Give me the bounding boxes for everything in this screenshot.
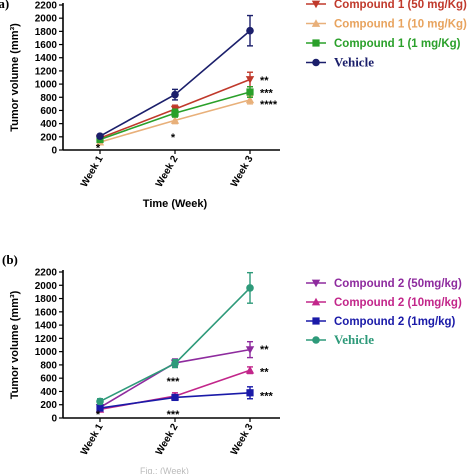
y-tick-label-0: 2200 bbox=[35, 1, 58, 12]
significance-label-1-5: * bbox=[96, 409, 101, 421]
x-tick-label-0: Week 2 bbox=[154, 154, 181, 190]
data-point-1-0 bbox=[245, 346, 255, 354]
legend-marker-1-2 bbox=[312, 317, 320, 325]
significance-label-1-3: *** bbox=[167, 376, 181, 388]
significance-label-0-1: *** bbox=[260, 88, 274, 100]
significance-label-0-3: * bbox=[171, 132, 176, 144]
panel-b-label: (b) bbox=[2, 252, 18, 267]
data-point-0-3 bbox=[171, 90, 179, 99]
data-point-1-2 bbox=[171, 393, 179, 402]
y-tick-label-1: 400 bbox=[40, 387, 57, 398]
legend-marker-0-3 bbox=[312, 58, 320, 67]
legend-label-0-0: Compound 1 (50 mg/Kg) bbox=[334, 0, 467, 11]
significance-label-0-0: ** bbox=[260, 75, 269, 87]
data-point-1-2 bbox=[96, 404, 104, 412]
data-point-0-1 bbox=[170, 116, 180, 124]
legend-label-0-3: Vehicle bbox=[334, 55, 374, 70]
significance-label-1-4: *** bbox=[167, 409, 181, 421]
data-point-1-3 bbox=[246, 284, 254, 292]
data-point-1-2 bbox=[246, 389, 254, 397]
y-tick-label-0: 1800 bbox=[35, 27, 58, 38]
y-tick-label-0: 200 bbox=[40, 132, 57, 143]
legend-marker-0-0 bbox=[311, 0, 321, 9]
y-axis-title-0: Tumor volume (mm³) bbox=[9, 23, 21, 132]
y-tick-label-0: 2000 bbox=[35, 14, 58, 25]
significance-label-1-2: *** bbox=[260, 390, 274, 402]
y-tick-label-1: 1000 bbox=[35, 347, 58, 358]
data-point-0-3 bbox=[96, 132, 104, 140]
legend-marker-1-3 bbox=[312, 336, 320, 344]
x-tick-label-0: Week 3 bbox=[229, 154, 256, 190]
y-tick-label-1: 2000 bbox=[35, 281, 58, 292]
y-tick-label-1: 0 bbox=[51, 414, 57, 425]
data-point-0-3 bbox=[246, 26, 254, 35]
legend-marker-0-2 bbox=[312, 39, 320, 47]
y-tick-label-1: 2200 bbox=[35, 268, 58, 279]
y-tick-label-1: 1400 bbox=[35, 321, 58, 332]
x-axis-title-0: Time (Week) bbox=[143, 198, 208, 210]
significance-label-0-2: **** bbox=[260, 99, 278, 111]
data-point-1-3 bbox=[96, 397, 104, 406]
y-tick-label-0: 600 bbox=[40, 106, 57, 117]
legend-label-1-1: Compound 2 (10mg/kg) bbox=[334, 297, 462, 309]
legend-marker-1-0 bbox=[311, 279, 321, 288]
legend-label-0-2: Compound 1 (1 mg/Kg) bbox=[334, 38, 461, 50]
significance-label-1-1: ** bbox=[260, 367, 269, 379]
x-tick-label-0: Week 1 bbox=[79, 154, 106, 190]
legend-label-0-1: Compound 1 (10 mg/Kg) bbox=[334, 19, 467, 31]
legend-marker-0-1 bbox=[311, 19, 321, 27]
y-tick-label-0: 0 bbox=[51, 146, 57, 157]
y-tick-label-1: 600 bbox=[40, 374, 57, 385]
data-point-0-2 bbox=[171, 109, 179, 117]
x-tick-label-1: Week 1 bbox=[79, 422, 106, 458]
y-tick-label-1: 1600 bbox=[35, 307, 58, 318]
y-tick-label-0: 1200 bbox=[35, 66, 58, 77]
legend-label-1-2: Compound 2 (1mg/kg) bbox=[334, 316, 456, 328]
y-tick-label-0: 1600 bbox=[35, 40, 58, 51]
x-tick-label-1: Week 3 bbox=[229, 422, 256, 458]
data-point-0-1 bbox=[245, 95, 255, 104]
x-tick-label-1: Week 2 bbox=[154, 422, 181, 458]
significance-label-0-4: * bbox=[96, 142, 101, 154]
y-tick-label-0: 800 bbox=[40, 93, 57, 104]
figure-caption: Fig.: (Week) bbox=[140, 466, 189, 474]
data-point-0-0 bbox=[245, 76, 255, 84]
legend-label-1-3: Vehicle bbox=[334, 332, 374, 347]
y-axis-title-1: Tumor volume (mm³) bbox=[9, 290, 21, 399]
y-tick-label-0: 1000 bbox=[35, 80, 58, 91]
y-tick-label-1: 1200 bbox=[35, 334, 58, 345]
y-tick-label-0: 1400 bbox=[35, 53, 58, 64]
y-tick-label-0: 400 bbox=[40, 119, 57, 130]
panel-a-label: (a) bbox=[0, 0, 9, 11]
data-point-0-2 bbox=[246, 88, 254, 96]
data-point-1-3 bbox=[171, 359, 179, 368]
legend-label-1-0: Compound 2 (50mg/kg) bbox=[334, 278, 462, 290]
y-tick-label-1: 200 bbox=[40, 400, 57, 411]
legend-marker-1-1 bbox=[311, 297, 321, 306]
y-tick-label-1: 1800 bbox=[35, 294, 58, 305]
data-point-1-1 bbox=[245, 366, 255, 374]
significance-label-1-0: ** bbox=[260, 344, 269, 356]
y-tick-label-1: 800 bbox=[40, 360, 57, 371]
